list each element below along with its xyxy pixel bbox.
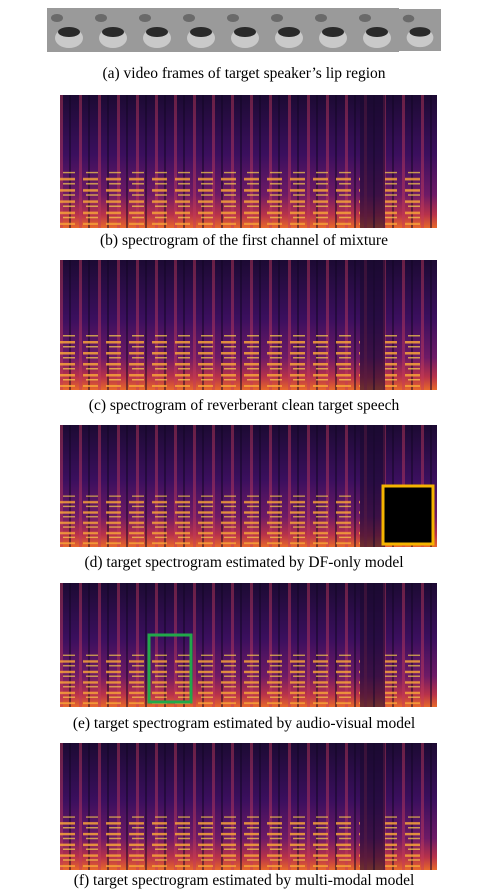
lip-frame xyxy=(91,8,135,52)
highlight-box xyxy=(147,633,193,704)
lip-frame xyxy=(267,8,311,52)
spectrogram xyxy=(60,583,437,707)
lip-frame xyxy=(135,8,179,52)
lip-frames xyxy=(47,8,441,52)
spectrogram xyxy=(60,260,437,390)
spectrogram xyxy=(60,425,437,547)
highlight-box xyxy=(381,484,435,546)
caption: (a) video frames of target speaker’s lip… xyxy=(102,65,385,82)
spectrogram xyxy=(60,95,437,228)
caption: (e) target spectrogram estimated by audi… xyxy=(73,715,415,732)
lip-frame xyxy=(179,8,223,52)
lip-frame xyxy=(47,8,91,52)
caption: (b) spectrogram of the first channel of … xyxy=(100,232,388,249)
spectrogram xyxy=(60,743,437,870)
lip-frame xyxy=(311,8,355,52)
caption: (f) target spectrogram estimated by mult… xyxy=(74,872,415,889)
lip-frame xyxy=(399,9,441,51)
lip-frame xyxy=(223,8,267,52)
caption: (d) target spectrogram estimated by DF-o… xyxy=(84,554,403,571)
lip-frame xyxy=(355,8,399,52)
caption: (c) spectrogram of reverberant clean tar… xyxy=(89,397,400,414)
